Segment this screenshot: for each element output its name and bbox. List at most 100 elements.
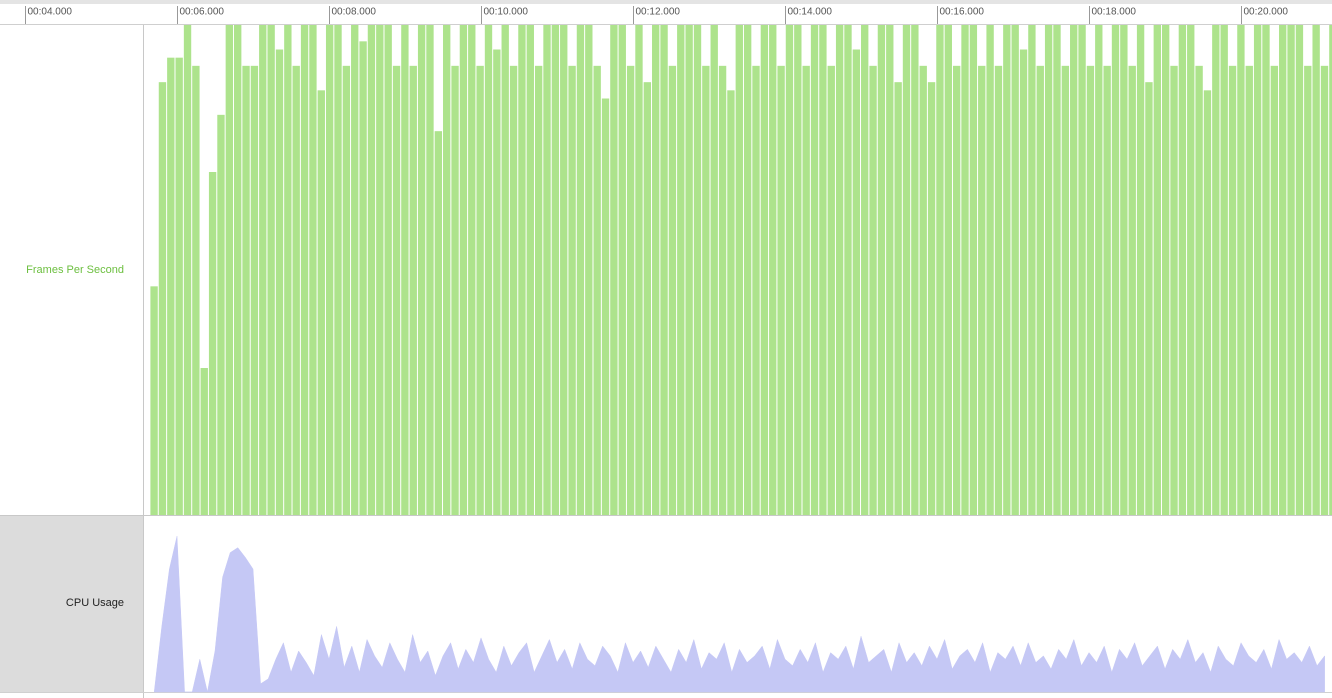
fps-bar (409, 65, 417, 515)
fps-bar (551, 25, 560, 515)
fps-bar (192, 65, 200, 515)
fps-bar (1078, 25, 1086, 515)
fps-bar (325, 25, 334, 515)
fps-bar (1220, 25, 1228, 515)
fps-bar (267, 25, 275, 515)
fps-bar (526, 25, 534, 515)
fps-bar (894, 82, 902, 516)
fps-bar (618, 25, 626, 515)
ruler-tick-label: 00:08.000 (332, 7, 377, 18)
ruler-tick-label: 00:06.000 (180, 7, 225, 18)
fps-bar (1287, 25, 1295, 515)
ruler-tick-label: 00:04.000 (28, 7, 73, 18)
fps-bar (451, 65, 459, 515)
fps-bar (852, 49, 861, 515)
fps-bar (1203, 90, 1212, 515)
fps-bar (1329, 25, 1332, 515)
fps-bar (660, 25, 668, 515)
fps-bar (534, 65, 543, 515)
fps-bar (919, 65, 927, 515)
fps-bar (417, 25, 426, 515)
fps-bar (384, 25, 392, 515)
fps-bar (484, 25, 493, 515)
fps-bar (1170, 65, 1178, 515)
ruler-tick-label: 00:18.000 (1092, 7, 1137, 18)
fps-bar (1061, 65, 1070, 515)
fps-bar (468, 25, 476, 515)
fps-bar (961, 25, 969, 515)
ruler-top-band (0, 0, 1332, 4)
fps-bar (401, 25, 409, 515)
fps-bar (718, 65, 727, 515)
ruler-tick-label: 00:12.000 (636, 7, 681, 18)
fps-bar (902, 25, 911, 515)
fps-bar (1320, 65, 1329, 515)
fps-bar (685, 25, 693, 515)
fps-bar (284, 25, 292, 515)
fps-bar (978, 65, 986, 515)
fps-bar (560, 25, 568, 515)
fps-bar (593, 65, 601, 515)
fps-bar (752, 65, 760, 515)
fps-bar (844, 25, 852, 515)
fps-bar (710, 25, 718, 515)
fps-bar (1019, 49, 1028, 515)
fps-bar (777, 65, 785, 515)
fps-bar (242, 65, 250, 515)
fps-bar (1003, 25, 1011, 515)
fps-bar (1270, 65, 1279, 515)
fps-bar (869, 65, 877, 515)
fps-bar (1187, 25, 1195, 515)
fps-bar (827, 65, 835, 515)
ruler-tick-label: 00:16.000 (940, 7, 985, 18)
fps-bar (735, 25, 743, 515)
fps-bar (626, 65, 635, 515)
fps-bar (217, 114, 225, 515)
fps-bar (225, 25, 234, 515)
fps-bar (275, 49, 284, 515)
fps-bar (743, 25, 752, 515)
fps-bar (1120, 25, 1128, 515)
fps-bar (986, 25, 994, 515)
fps-bar (459, 25, 468, 515)
fps-bar (1279, 25, 1287, 515)
track-label: CPU Usage (66, 597, 124, 609)
fps-bar (702, 65, 710, 515)
fps-bar (1153, 25, 1161, 515)
fps-bar (760, 25, 769, 515)
fps-bar (167, 57, 175, 516)
fps-bar (1103, 65, 1111, 515)
fps-bar (1212, 25, 1220, 515)
fps-bar (936, 25, 944, 515)
fps-bar (1245, 65, 1253, 515)
fps-bar (183, 25, 192, 515)
fps-bar (234, 25, 242, 515)
fps-bar (576, 25, 585, 515)
fps-bar (250, 65, 259, 515)
fps-bar (1195, 65, 1203, 515)
fps-bar (1028, 25, 1036, 515)
fps-bar (367, 25, 376, 515)
fps-bar (969, 25, 978, 515)
fps-bar (1145, 82, 1153, 516)
fps-bar (877, 25, 886, 515)
fps-bar (376, 25, 384, 515)
fps-bar (601, 98, 610, 515)
fps-bar (927, 82, 936, 516)
fps-bar (300, 25, 309, 515)
fps-bar (1136, 25, 1145, 515)
fps-bar (476, 65, 484, 515)
fps-bar (1036, 65, 1044, 515)
fps-bar (568, 65, 576, 515)
fps-bar (693, 25, 702, 515)
fps-bar (1011, 25, 1019, 515)
fps-bar (802, 65, 810, 515)
fps-bar (493, 49, 501, 515)
fps-bar (727, 90, 735, 515)
fps-bar (635, 25, 643, 515)
fps-bar (175, 57, 183, 516)
fps-bar (392, 65, 401, 515)
fps-bar (1304, 65, 1312, 515)
fps-bar (785, 25, 794, 515)
